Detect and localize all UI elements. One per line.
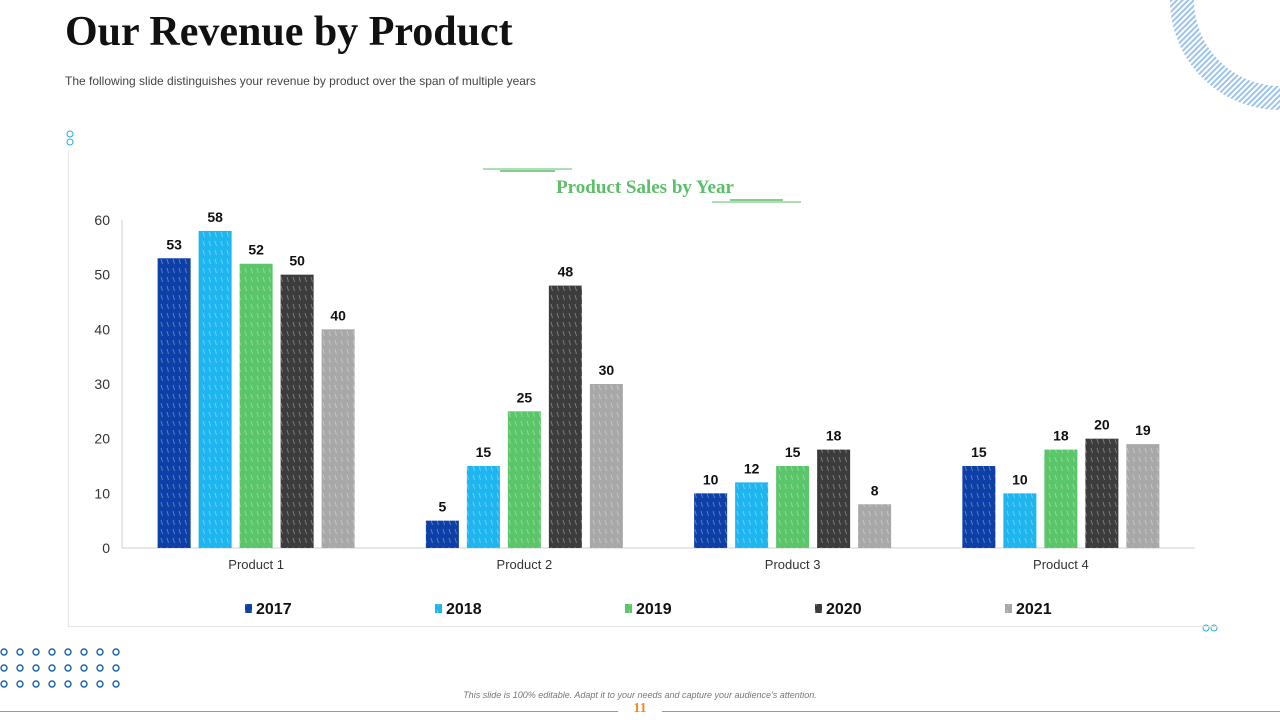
- bar-value-label: 8: [871, 482, 879, 498]
- y-tick-label: 10: [94, 485, 110, 501]
- decorative-dot-grid: [0, 648, 120, 688]
- x-tick-label: Product 3: [765, 557, 821, 572]
- decor-dot: [16, 664, 24, 672]
- decor-dot: [48, 664, 56, 672]
- legend-swatch: [435, 604, 442, 613]
- decor-dot: [16, 648, 24, 656]
- bar: [466, 466, 500, 548]
- bar-value-label: 52: [248, 242, 264, 258]
- y-tick-label: 60: [94, 212, 110, 228]
- bar: [425, 520, 459, 548]
- y-tick-label: 40: [94, 321, 110, 337]
- y-tick-label: 50: [94, 267, 110, 283]
- decor-dot: [96, 680, 104, 688]
- bar-value-label: 53: [166, 236, 182, 252]
- decor-dot: [0, 680, 8, 688]
- decor-dot: [96, 648, 104, 656]
- decor-dot: [16, 680, 24, 688]
- bar-value-label: 18: [826, 428, 842, 444]
- bar: [198, 230, 232, 548]
- footer-note: This slide is 100% editable. Adapt it to…: [463, 690, 817, 700]
- x-tick-label: Product 4: [1033, 557, 1089, 572]
- x-tick-label: Product 2: [497, 557, 553, 572]
- bar-value-label: 48: [558, 264, 574, 280]
- decor-dot: [32, 680, 40, 688]
- y-tick-label: 0: [102, 540, 110, 556]
- bar-value-label: 15: [971, 444, 987, 460]
- bar-value-label: 58: [207, 209, 223, 225]
- bar-value-label: 50: [289, 253, 305, 269]
- x-tick-label: Product 1: [228, 557, 284, 572]
- bar-value-label: 5: [438, 499, 446, 515]
- decor-dot: [64, 648, 72, 656]
- legend-swatch: [245, 604, 252, 613]
- bar: [548, 285, 582, 548]
- bar: [1003, 493, 1037, 548]
- y-tick-label: 30: [94, 376, 110, 392]
- decor-dot: [32, 664, 40, 672]
- bar: [280, 274, 314, 548]
- bar: [589, 384, 623, 548]
- legend-label: 2019: [636, 601, 672, 618]
- legend-label: 2018: [446, 601, 482, 618]
- bar: [507, 411, 541, 548]
- bar: [962, 466, 996, 548]
- decorative-arc: [1170, 0, 1280, 110]
- bar: [1044, 449, 1078, 548]
- decor-dot: [80, 664, 88, 672]
- bar-value-label: 15: [785, 444, 801, 460]
- bar: [239, 263, 273, 548]
- bar: [776, 466, 810, 548]
- decor-dot: [112, 680, 120, 688]
- bar: [1085, 438, 1119, 548]
- legend-label: 2021: [1016, 601, 1052, 618]
- page-number: 11: [618, 701, 662, 717]
- legend-label: 2020: [826, 601, 862, 618]
- decor-dot: [48, 680, 56, 688]
- decor-dot: [0, 664, 8, 672]
- chart-frame: Product Sales by Year 0 10 20 30 40 50 60 53 58 52…: [68, 150, 1217, 627]
- decor-dot: [112, 648, 120, 656]
- bar-value-label: 10: [703, 471, 719, 487]
- bar: [735, 482, 769, 548]
- bar: [157, 258, 191, 548]
- page-title: Our Revenue by Product: [65, 9, 513, 55]
- decor-dot: [80, 648, 88, 656]
- legend-swatch: [625, 604, 632, 613]
- page-subtitle: The following slide distinguishes your r…: [65, 74, 536, 88]
- bar: [321, 329, 355, 548]
- bar-value-label: 20: [1094, 417, 1110, 433]
- bar-value-label: 15: [476, 444, 492, 460]
- legend-swatch: [1005, 604, 1012, 613]
- decor-dot: [64, 664, 72, 672]
- decor-dot: [48, 648, 56, 656]
- bar-value-label: 18: [1053, 428, 1069, 444]
- bar-value-label: 40: [330, 307, 346, 323]
- decor-dot: [64, 680, 72, 688]
- decorative-dots-top-left: [66, 130, 74, 146]
- legend-label: 2017: [256, 601, 292, 618]
- bar-value-label: 30: [599, 362, 615, 378]
- decor-dot: [0, 648, 8, 656]
- bar-value-label: 19: [1135, 422, 1151, 438]
- chart-title: Product Sales by Year: [556, 177, 734, 198]
- bar: [694, 493, 728, 548]
- bar-value-label: 25: [517, 389, 533, 405]
- bar: [858, 504, 892, 548]
- bar-value-label: 10: [1012, 471, 1028, 487]
- decor-dot: [80, 680, 88, 688]
- y-tick-label: 20: [94, 431, 110, 447]
- decor-dot: [112, 664, 120, 672]
- decorative-dots-bottom-right: [1202, 624, 1218, 632]
- bar: [1126, 444, 1160, 548]
- decor-dot: [32, 648, 40, 656]
- decor-dot: [96, 664, 104, 672]
- bar-chart: Product Sales by Year0102030405060535852…: [94, 168, 1195, 618]
- legend-swatch: [815, 604, 822, 613]
- bar: [817, 449, 851, 548]
- bar-value-label: 12: [744, 460, 760, 476]
